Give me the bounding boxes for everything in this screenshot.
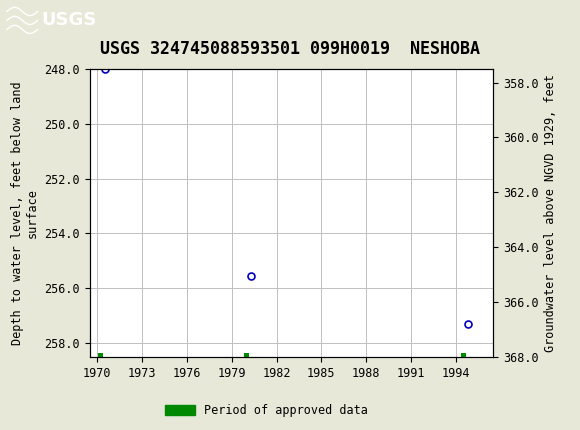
Y-axis label: Depth to water level, feet below land
surface: Depth to water level, feet below land su… [11, 81, 39, 345]
Bar [98, 353, 103, 357]
Bar [244, 353, 249, 357]
Bar [461, 353, 466, 357]
Legend: Period of approved data: Period of approved data [161, 399, 373, 422]
Text: USGS 324745088593501 099H0019  NESHOBA: USGS 324745088593501 099H0019 NESHOBA [100, 40, 480, 58]
Text: USGS: USGS [42, 12, 97, 29]
Y-axis label: Groundwater level above NGVD 1929, feet: Groundwater level above NGVD 1929, feet [544, 74, 557, 352]
